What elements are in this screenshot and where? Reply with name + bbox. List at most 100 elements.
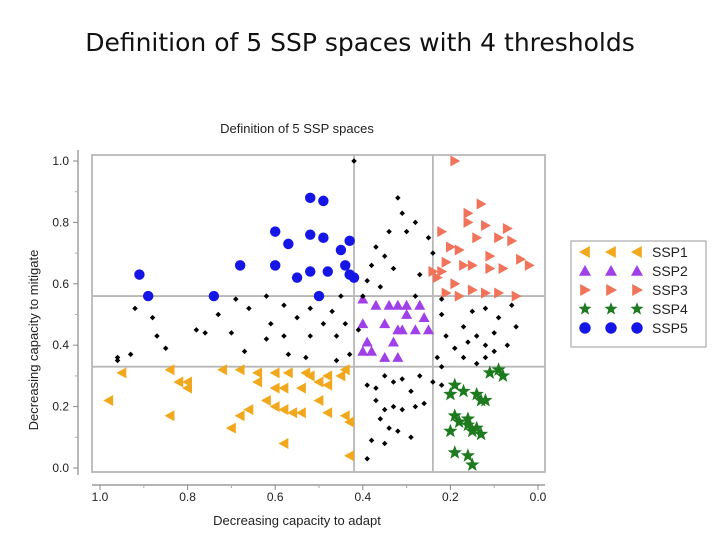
x-tick-label: 0.8 [179,490,196,504]
point-other [281,333,287,339]
point-other [381,253,388,259]
point-ssp2 [401,309,413,319]
point-ssp2 [366,345,378,356]
point-other [416,271,423,278]
point-ssp4 [469,420,484,435]
point-other [460,324,467,330]
point-other [438,382,445,388]
point-ssp1 [335,370,346,382]
point-ssp3 [494,287,505,299]
point-other [438,311,445,318]
point-other [473,360,480,367]
point-other [403,228,410,235]
point-other [246,305,252,312]
point-ssp1 [269,401,280,413]
point-ssp3 [485,250,496,262]
point-ssp3 [476,198,487,210]
point-other [491,330,497,336]
point-other [307,305,313,312]
point-ssp4 [495,368,511,382]
point-other [508,302,515,309]
point-ssp2 [370,299,382,310]
point-other [430,250,436,256]
point-other [386,228,392,235]
point-other [202,330,208,336]
legend-label-ssp1: SSP1 [652,244,688,260]
point-other [390,379,397,385]
point-ssp4 [447,408,462,422]
point-ssp3 [459,259,470,271]
point-ssp1 [278,437,289,449]
point-ssp1 [278,382,289,394]
point-other [482,342,489,348]
point-other [495,314,502,321]
point-ssp5 [318,232,329,243]
point-other [482,354,489,361]
point-ssp2 [379,318,391,329]
point-ssp2 [357,318,369,329]
point-ssp5 [234,260,246,271]
legend-marker-ssp2 [605,265,617,276]
point-ssp5 [305,229,316,240]
point-ssp2 [423,324,434,335]
point-other [127,351,134,358]
legend-marker-ssp1 [579,246,590,258]
legend-marker-ssp2 [579,265,591,276]
point-ssp4 [478,392,493,407]
point-ssp1 [252,376,263,388]
point-ssp5 [134,269,145,280]
point-ssp3 [467,284,478,296]
point-ssp5 [269,226,281,237]
point-other [149,314,156,321]
point-other [342,320,349,327]
point-ssp1 [295,407,306,419]
point-ssp5 [335,244,347,256]
point-ssp4 [460,448,476,462]
point-other [482,305,489,312]
point-other [351,158,357,164]
point-ssp1 [304,370,315,382]
point-ssp1 [313,394,324,406]
point-ssp1 [164,410,175,422]
point-ssp3 [472,232,483,244]
point-ssp1 [322,407,333,419]
legend-marker-ssp1 [631,246,642,258]
point-other [333,357,340,364]
x-tick-label: 0.2 [442,490,459,504]
point-other [395,428,401,434]
point-ssp3 [481,287,491,299]
point-ssp5 [269,260,281,271]
point-ssp2 [361,336,373,347]
x-axis-label: Decreasing capacity to adapt [213,513,381,528]
point-other [285,351,292,358]
legend-marker-ssp4 [604,302,618,315]
y-tick-label: 0.2 [52,400,69,414]
chart-title: Definition of 5 SSP spaces [220,121,374,136]
point-ssp2 [392,299,404,310]
point-ssp3 [441,256,452,268]
point-ssp2 [401,299,413,310]
point-ssp5 [283,238,294,250]
point-ssp5 [322,266,333,277]
point-ssp5 [305,192,316,204]
point-other [114,354,121,361]
point-ssp2 [392,351,404,362]
point-other [333,333,340,339]
point-ssp5 [313,290,325,302]
point-other [303,354,309,361]
legend-marker-ssp3 [632,284,643,296]
point-ssp5 [318,195,329,207]
point-ssp4 [443,423,458,438]
legend-marker-ssp5 [579,322,591,334]
point-other [412,293,419,299]
point-other [364,456,370,462]
point-other [114,357,121,364]
point-ssp3 [498,262,509,274]
point-ssp3 [450,155,461,167]
point-ssp3 [502,223,513,235]
data-points [103,155,535,471]
point-ssp1 [217,364,228,376]
point-other [368,262,375,269]
point-ssp3 [450,278,461,290]
point-other [399,376,405,382]
